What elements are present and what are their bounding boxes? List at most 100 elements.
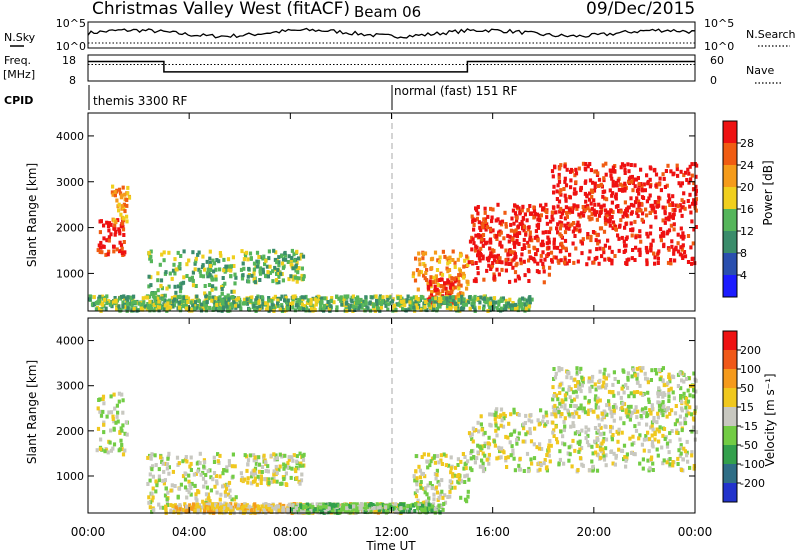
- range-cell: [150, 467, 154, 472]
- range-cell: [489, 240, 493, 245]
- range-cell: [151, 486, 155, 491]
- range-cell: [483, 430, 487, 435]
- range-cell: [447, 463, 451, 468]
- range-cell: [297, 297, 301, 302]
- range-cell: [482, 304, 486, 309]
- range-cell: [434, 485, 438, 490]
- range-cell: [276, 504, 281, 509]
- range-cell: [282, 264, 286, 269]
- range-cell: [494, 300, 498, 305]
- range-cell: [346, 294, 350, 299]
- range-cell: [451, 472, 455, 477]
- range-cell: [657, 203, 661, 208]
- range-cell: [599, 385, 603, 390]
- range-cell: [249, 508, 254, 513]
- range-cell: [692, 198, 696, 203]
- range-cell: [689, 210, 693, 215]
- range-cell: [522, 426, 526, 431]
- range-cell: [275, 479, 279, 484]
- range-cell: [574, 246, 578, 251]
- range-cell: [299, 306, 303, 311]
- range-cell: [199, 273, 203, 278]
- range-cell: [190, 506, 194, 511]
- range-cell: [214, 286, 218, 291]
- range-cell: [556, 230, 560, 235]
- range-cell: [289, 302, 293, 306]
- range-cell: [155, 483, 159, 488]
- range-cell: [618, 223, 622, 228]
- range-cell: [540, 447, 544, 451]
- range-cell: [563, 193, 567, 198]
- range-cell: [663, 408, 667, 413]
- range-cell: [446, 261, 450, 266]
- range-cell: [98, 294, 102, 299]
- range-cell: [588, 389, 592, 394]
- range-cell: [633, 258, 637, 262]
- range-cell: [459, 479, 464, 484]
- range-cell: [623, 200, 627, 205]
- range-cell: [431, 280, 435, 285]
- range-cell: [525, 298, 529, 303]
- range-cell: [557, 166, 562, 171]
- range-cell: [276, 268, 280, 272]
- range-cell: [624, 261, 628, 266]
- range-cell: [689, 245, 693, 250]
- range-cell: [402, 509, 406, 514]
- range-cell: [667, 247, 671, 252]
- range-cell: [284, 295, 288, 300]
- range-cell: [203, 508, 207, 513]
- colorbar-tick-label: 28: [740, 137, 754, 150]
- range-cell: [555, 226, 559, 231]
- range-cell: [423, 506, 427, 511]
- range-cell: [497, 299, 501, 304]
- range-cell: [633, 200, 638, 205]
- range-cell: [550, 412, 554, 417]
- colorbar-tick-label: 8: [740, 247, 747, 260]
- range-cell: [278, 296, 283, 301]
- range-cell: [443, 300, 447, 305]
- range-cell: [173, 503, 177, 508]
- range-cell: [478, 300, 482, 305]
- range-cell: [502, 411, 506, 416]
- range-cell: [292, 258, 297, 263]
- range-cell: [264, 301, 268, 306]
- range-cell: [164, 461, 168, 466]
- range-cell: [269, 505, 273, 510]
- range-cell: [623, 455, 627, 459]
- range-cell: [498, 256, 502, 261]
- xtick-label: 00:00: [71, 525, 106, 539]
- range-cell: [223, 281, 227, 286]
- range-cell: [114, 229, 118, 234]
- range-cell: [517, 463, 521, 468]
- range-cell: [437, 503, 441, 508]
- range-cell: [626, 371, 630, 376]
- range-cell: [692, 464, 696, 468]
- range-cell: [578, 386, 582, 391]
- range-cell: [242, 301, 246, 306]
- range-cell: [649, 203, 653, 208]
- range-cell: [402, 502, 406, 507]
- range-cell: [656, 400, 660, 405]
- range-cell: [187, 473, 191, 478]
- range-cell: [521, 439, 525, 444]
- range-cell: [588, 191, 592, 196]
- range-cell: [285, 483, 289, 487]
- range-cell: [626, 162, 630, 167]
- range-cell: [545, 413, 549, 418]
- range-cell: [500, 260, 504, 265]
- range-cell: [258, 269, 262, 274]
- range-cell: [101, 409, 105, 414]
- range-cell: [434, 296, 438, 301]
- range-cell: [277, 255, 281, 260]
- range-cell: [457, 284, 461, 289]
- range-cell: [576, 430, 580, 434]
- colorbar-swatch: [723, 209, 737, 232]
- range-cell: [547, 245, 551, 250]
- range-cell: [151, 464, 155, 469]
- range-cell: [600, 411, 604, 416]
- range-cell: [446, 269, 450, 274]
- range-cell: [92, 295, 96, 300]
- range-cell: [629, 413, 633, 418]
- range-cell: [581, 237, 585, 242]
- range-cell: [514, 228, 518, 233]
